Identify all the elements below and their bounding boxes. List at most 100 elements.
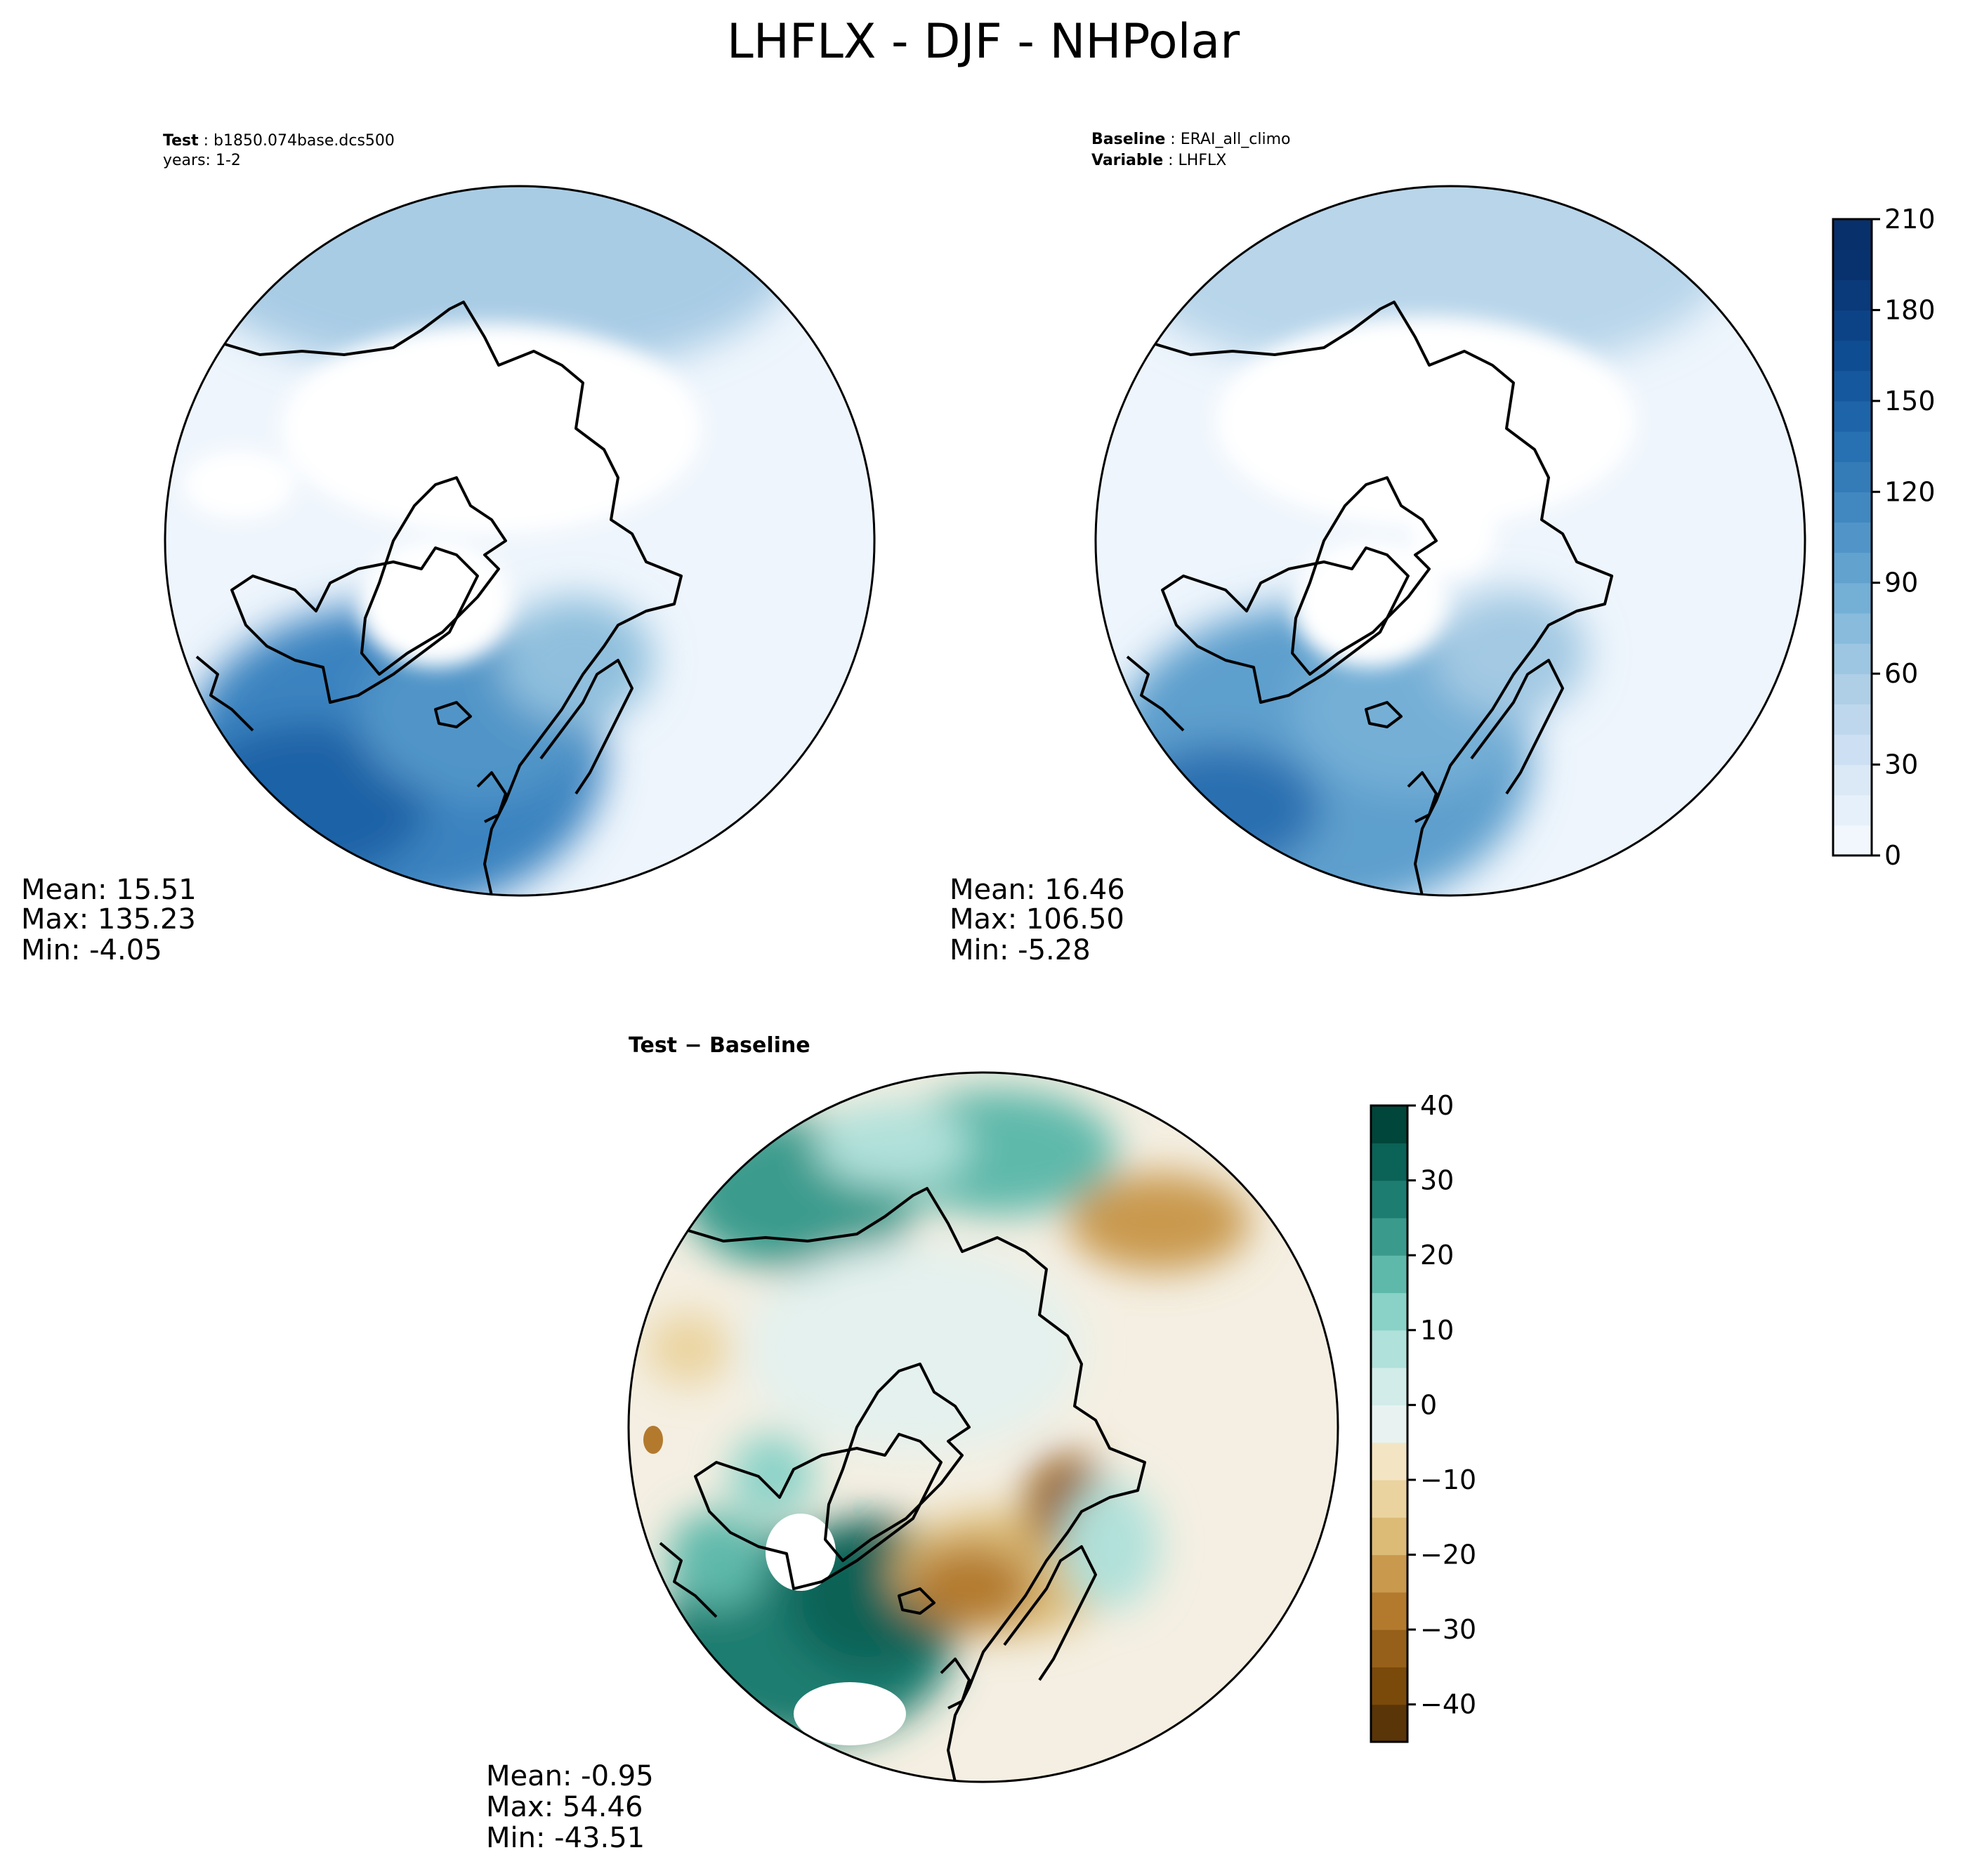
diff-white-patch-1 xyxy=(794,1682,906,1745)
colorbar-difference-level-14 xyxy=(1371,1180,1407,1219)
test-map-border xyxy=(164,185,876,897)
baseline-stats: Mean: 16.46 Max: 106.50 Min: -5.28 xyxy=(950,874,1125,966)
baseline-variable-label: Variable xyxy=(1091,152,1163,169)
colorbar-difference-level-3 xyxy=(1371,1592,1407,1630)
diff-stat-min: Min: -43.51 xyxy=(486,1822,645,1854)
colorbar-lhflx-level-13 xyxy=(1833,431,1872,462)
colorbar-difference-level-7 xyxy=(1371,1442,1407,1481)
diff-white-patch-2 xyxy=(766,1514,836,1591)
colorbar-difference-tick-label-3: −10 xyxy=(1420,1464,1476,1495)
diff-stat-mean: Mean: -0.95 xyxy=(486,1760,654,1792)
colorbar-difference-tick-label-5: 10 xyxy=(1420,1315,1454,1346)
colorbar-lhflx-level-8 xyxy=(1833,582,1872,614)
baseline-header-value: ERAI_all_climo xyxy=(1181,131,1291,148)
test-years-line: years: 1-2 xyxy=(163,152,241,169)
colorbar-lhflx-level-11 xyxy=(1833,492,1872,523)
colorbar-difference-level-8 xyxy=(1371,1405,1407,1443)
test-header: Test : b1850.074base.dcs500 xyxy=(163,132,395,150)
colorbar-lhflx-level-1 xyxy=(1833,794,1872,826)
test-coast-scandinavia xyxy=(539,659,633,795)
colorbar-lhflx-level-10 xyxy=(1833,522,1872,553)
colorbar-difference: −40 −30 −20 −10 0 10 20 30 40 xyxy=(1370,1090,1476,1743)
colorbar-difference-tick-label-1: −30 xyxy=(1420,1614,1476,1645)
colorbar-lhflx-tick-label-3: 90 xyxy=(1884,568,1918,598)
diff-coast-greenland xyxy=(824,1363,971,1562)
figure-title: LHFLX - DJF - NHPolar xyxy=(727,14,1240,70)
diff-coast-canada xyxy=(694,1433,943,1590)
baseline-map-border xyxy=(1094,185,1806,897)
colorbar-difference-level-12 xyxy=(1371,1255,1407,1294)
test-coast-iceland xyxy=(434,701,472,728)
baseline-coast-greenland xyxy=(1291,476,1438,676)
colorbar-difference-tick-label-0: −40 xyxy=(1420,1689,1476,1720)
diff-coast-scandinavia xyxy=(1003,1545,1097,1681)
test-stat-max: Max: 135.23 xyxy=(21,903,196,936)
colorbar-lhflx: 0 30 60 90 120 150 180 210 xyxy=(1832,204,1936,871)
colorbar-difference-level-6 xyxy=(1371,1479,1407,1518)
diff-coast-uk xyxy=(940,1658,971,1710)
colorbar-difference-level-0 xyxy=(1371,1704,1407,1743)
colorbar-lhflx-tick-label-2: 60 xyxy=(1884,658,1918,689)
test-coast-canada xyxy=(230,546,479,704)
colorbar-difference-level-1 xyxy=(1371,1667,1407,1705)
colorbar-lhflx-level-2 xyxy=(1833,764,1872,796)
baseline-map xyxy=(1094,185,1806,897)
baseline-stat-max: Max: 106.50 xyxy=(950,903,1124,936)
diff-title: Test − Baseline xyxy=(629,1033,810,1058)
baseline-coast-canada xyxy=(1161,546,1410,704)
diff-coast-iceland xyxy=(898,1587,935,1615)
colorbar-lhflx-tick-label-6: 180 xyxy=(1884,294,1936,325)
colorbar-difference-level-13 xyxy=(1371,1217,1407,1256)
baseline-coast-iceland xyxy=(1365,701,1403,728)
baseline-coast-alaska xyxy=(1126,655,1185,732)
colorbar-difference-level-5 xyxy=(1371,1517,1407,1556)
colorbar-difference-tick-label-8: 40 xyxy=(1420,1090,1454,1121)
baseline-stat-min: Min: -5.28 xyxy=(950,934,1091,966)
colorbar-difference-level-11 xyxy=(1371,1292,1407,1331)
test-stat-min: Min: -4.05 xyxy=(21,934,162,966)
diff-coast-alaska xyxy=(659,1542,718,1618)
colorbar-lhflx-level-6 xyxy=(1833,643,1872,674)
diff-stats: Mean: -0.95 Max: 54.46 Min: -43.51 xyxy=(486,1760,654,1854)
test-coast-eurasia xyxy=(224,301,683,896)
colorbar-difference-tick-label-4: 0 xyxy=(1420,1389,1437,1420)
baseline-variable-sep: : xyxy=(1163,152,1178,169)
baseline-header-label: Baseline xyxy=(1091,131,1165,148)
colorbar-lhflx-level-20 xyxy=(1833,219,1872,250)
baseline-coast-eurasia xyxy=(1155,301,1613,896)
test-header-sep: : xyxy=(199,132,214,150)
colorbar-difference-tick-label-6: 20 xyxy=(1420,1240,1454,1271)
colorbar-difference-level-16 xyxy=(1371,1106,1407,1143)
colorbar-lhflx-tick-label-0: 0 xyxy=(1884,840,1901,871)
test-stat-mean: Mean: 15.51 xyxy=(21,874,197,906)
baseline-coast-scandinavia xyxy=(1470,659,1564,795)
colorbar-lhflx-tick-label-4: 120 xyxy=(1884,476,1936,507)
diff-coast-eurasia xyxy=(688,1187,1146,1782)
colorbar-difference-tick-label-2: −20 xyxy=(1420,1540,1476,1570)
baseline-coast-uk xyxy=(1407,771,1438,823)
colorbar-difference-tick-label-7: 30 xyxy=(1420,1165,1454,1196)
test-stats: Mean: 15.51 Max: 135.23 Min: -4.05 xyxy=(21,874,197,966)
test-header-value: b1850.074base.dcs500 xyxy=(214,132,395,150)
diff-map-border xyxy=(627,1071,1339,1783)
diff-stat-max: Max: 54.46 xyxy=(486,1791,643,1823)
test-coast-alaska xyxy=(195,655,254,732)
colorbar-difference-level-15 xyxy=(1371,1143,1407,1181)
baseline-variable-value: LHFLX xyxy=(1179,152,1227,169)
colorbar-difference-level-9 xyxy=(1371,1367,1407,1405)
colorbar-lhflx-level-14 xyxy=(1833,400,1872,432)
baseline-header-sep: : xyxy=(1165,131,1180,148)
test-coast-greenland xyxy=(360,476,507,676)
colorbar-lhflx-level-7 xyxy=(1833,612,1872,644)
colorbar-lhflx-level-17 xyxy=(1833,310,1872,341)
colorbar-lhflx-tick-label-1: 30 xyxy=(1884,749,1918,780)
test-header-label: Test xyxy=(163,132,199,150)
colorbar-difference-frame xyxy=(1370,1104,1409,1743)
colorbar-lhflx-level-19 xyxy=(1833,249,1872,280)
colorbar-lhflx-frame xyxy=(1832,218,1873,857)
colorbar-lhflx-level-9 xyxy=(1833,552,1872,584)
colorbar-difference-level-2 xyxy=(1371,1629,1407,1668)
colorbar-difference-level-10 xyxy=(1371,1330,1407,1368)
colorbar-lhflx-tick-label-7: 210 xyxy=(1884,204,1936,235)
